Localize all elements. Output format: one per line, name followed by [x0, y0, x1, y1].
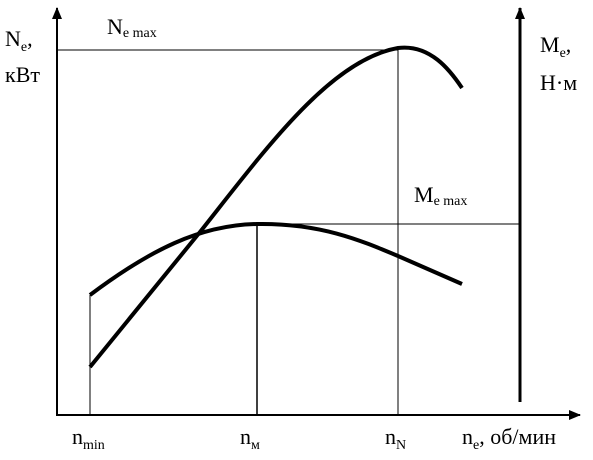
power-curve [88, 45, 464, 369]
left-axis-unit: кВт [5, 62, 40, 87]
right-axis-unit: Н·м [540, 70, 577, 95]
right-axis-label: Me, [540, 32, 571, 61]
x-mark-label: nм [240, 424, 260, 453]
torque-curve [88, 221, 463, 297]
x-mark-label: nmin [72, 424, 105, 453]
annotation: Me max [414, 182, 467, 209]
left-axis-label: Ne, [5, 26, 33, 55]
annotation: Ne max [107, 14, 157, 41]
x-axis-label: ne, об/мин [462, 424, 556, 453]
x-mark-label: nN [385, 424, 406, 453]
